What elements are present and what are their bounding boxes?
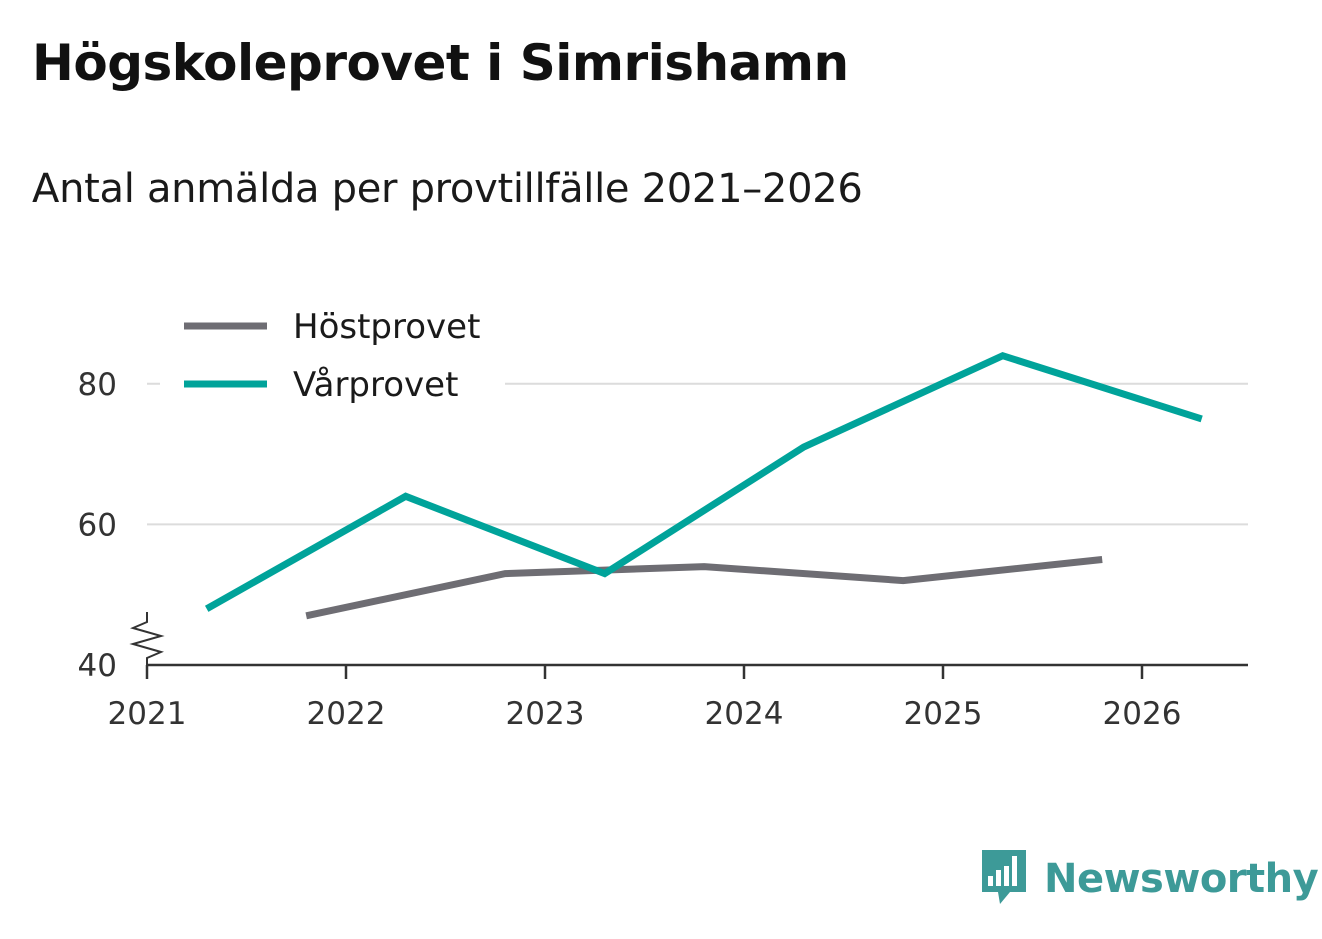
newsworthy-icon bbox=[982, 850, 1026, 904]
chart-title: Högskoleprovet i Simrishamn bbox=[32, 34, 849, 92]
series-line-varprovet bbox=[204, 351, 1203, 612]
legend-label: Vårprovet bbox=[293, 365, 458, 405]
series-lines bbox=[204, 351, 1203, 620]
axis-break-mark bbox=[129, 612, 165, 665]
axes: 40 60 80 2021 2022 2023 2024 2025 2026 bbox=[78, 367, 1248, 732]
x-tick-label: 2025 bbox=[904, 696, 983, 732]
x-tick-label: 2026 bbox=[1103, 696, 1182, 732]
y-tick-label: 40 bbox=[78, 648, 117, 684]
series-line-hostprovet bbox=[305, 556, 1103, 620]
x-tick-label: 2023 bbox=[506, 696, 585, 732]
legend-background bbox=[160, 296, 505, 414]
y-tick-label: 80 bbox=[78, 367, 117, 403]
x-tick-label: 2022 bbox=[307, 696, 386, 732]
x-tick-label: 2024 bbox=[705, 696, 784, 732]
legend: Höstprovet Vårprovet bbox=[160, 296, 505, 414]
chart-subtitle: Antal anmälda per provtillfälle 2021–202… bbox=[32, 166, 863, 212]
legend-label: Höstprovet bbox=[293, 307, 480, 347]
y-tick-label: 60 bbox=[78, 507, 117, 543]
x-tick-label: 2021 bbox=[108, 696, 187, 732]
newsworthy-logo: Newsworthy bbox=[980, 848, 1319, 910]
brand-name: Newsworthy bbox=[1044, 856, 1319, 902]
